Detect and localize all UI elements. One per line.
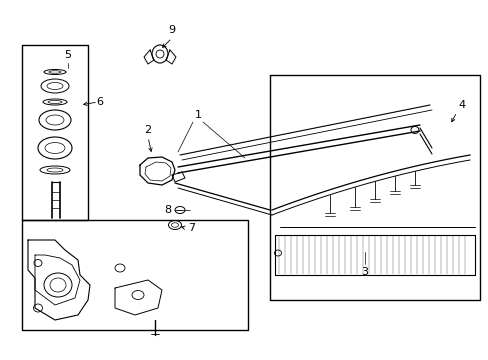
Text: 5: 5 xyxy=(64,50,71,60)
Text: 8: 8 xyxy=(164,205,171,215)
Text: 1: 1 xyxy=(194,110,201,120)
Text: 7: 7 xyxy=(188,223,195,233)
Text: 6: 6 xyxy=(96,97,103,107)
Text: 3: 3 xyxy=(361,267,368,277)
Text: 2: 2 xyxy=(144,125,151,135)
Text: 9: 9 xyxy=(168,25,175,35)
Text: 4: 4 xyxy=(458,100,465,110)
